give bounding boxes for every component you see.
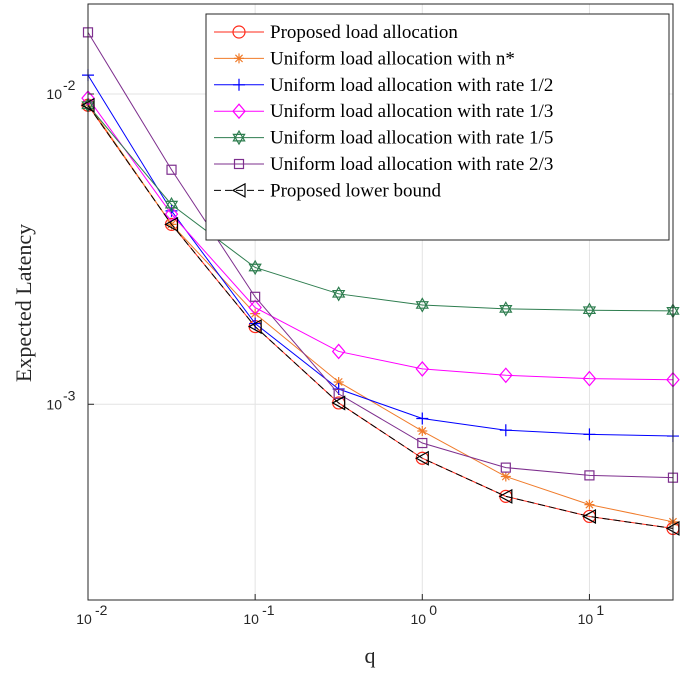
data-point — [499, 301, 513, 317]
x-tick-exponent: -2 — [95, 602, 108, 618]
data-point — [331, 343, 346, 360]
x-tick-exponent: 1 — [596, 602, 604, 618]
series-line — [87, 103, 674, 523]
data-point — [499, 367, 513, 384]
legend-label: Uniform load allocation with rate 1/5 — [270, 128, 553, 149]
hexagram-triangle-down — [582, 306, 597, 318]
hexagram-triangle-down — [164, 200, 179, 213]
x-tick-exponent: -1 — [262, 602, 275, 618]
x-axis-title: q — [365, 643, 376, 668]
legend-entry: Uniform load allocation with n* — [214, 48, 515, 69]
legend: Proposed load allocation Uniform load all… — [205, 13, 670, 241]
data-point — [248, 299, 262, 316]
y-tick-label: 10 — [46, 396, 62, 412]
x-tick-label: 10 — [76, 611, 92, 627]
legend-label: Uniform load allocation with rate 1/2 — [270, 75, 553, 96]
hexagram-triangle-up — [582, 302, 597, 315]
y-axis-title: Expected Latency — [11, 224, 36, 382]
legend-marker — [234, 53, 244, 64]
legend-entry: Uniform load allocation with rate 1/5 — [214, 128, 553, 149]
data-point — [498, 488, 513, 504]
legend-entry: Uniform load allocation with rate 2/3 — [214, 154, 553, 175]
legend-marker — [232, 103, 246, 120]
series-6 — [82, 27, 679, 483]
data-point — [331, 395, 346, 411]
y-tick-exponent: -3 — [63, 387, 76, 403]
legend-marker — [231, 182, 246, 198]
legend-label: Proposed lower bound — [270, 180, 441, 201]
legend-label: Proposed load allocation — [270, 22, 458, 43]
data-point — [333, 388, 344, 400]
data-point — [250, 308, 261, 319]
data-point — [583, 428, 596, 441]
legend-entry: Proposed load allocation — [214, 22, 458, 43]
legend-box — [205, 13, 670, 241]
legend-marker — [232, 25, 246, 39]
data-point — [166, 164, 177, 175]
data-point — [416, 412, 429, 425]
hexagram-triangle-down — [248, 263, 262, 276]
hexagram-triangle-up — [331, 286, 346, 298]
data-point — [415, 361, 430, 377]
legend-marker — [233, 158, 245, 170]
x-tick-label: 10 — [243, 611, 259, 627]
hexagram-triangle-down — [232, 133, 246, 146]
hexagram-triangle-down — [499, 305, 513, 317]
hexagram-triangle-up — [232, 129, 246, 142]
x-tick-label: 10 — [578, 611, 594, 627]
x-tick-label: 10 — [411, 611, 427, 627]
data-point — [415, 450, 429, 466]
series-line — [87, 104, 673, 312]
legend-marker — [232, 129, 246, 146]
series-4 — [81, 90, 680, 388]
y-tick-exponent: -2 — [63, 77, 76, 93]
data-point — [250, 291, 261, 302]
hexagram-triangle-up — [248, 259, 262, 272]
data-point — [582, 370, 597, 387]
legend-label: Uniform load allocation with rate 1/3 — [270, 101, 553, 122]
hexagram-triangle-up — [415, 297, 429, 309]
series-line — [87, 97, 673, 381]
data-point — [417, 437, 428, 449]
data-point — [248, 259, 262, 276]
legend-label: Uniform load allocation with n* — [270, 48, 515, 69]
data-point — [247, 319, 262, 335]
data-point — [415, 297, 429, 313]
data-point — [582, 508, 597, 524]
data-point — [333, 376, 344, 387]
data-point — [584, 499, 595, 510]
hexagram-triangle-up — [164, 196, 179, 209]
data-point — [499, 424, 512, 437]
data-point — [582, 302, 597, 318]
data-point — [164, 216, 179, 232]
legend-label: Uniform load allocation with rate 2/3 — [270, 154, 553, 175]
legend-marker — [233, 78, 245, 91]
series-line — [87, 32, 673, 479]
data-point — [331, 286, 346, 302]
hexagram-triangle-up — [499, 301, 513, 313]
legend-entry: Proposed lower bound — [214, 180, 441, 201]
hexagram-triangle-down — [331, 289, 346, 302]
data-point — [500, 462, 511, 473]
data-point — [417, 426, 428, 437]
data-point — [164, 196, 179, 213]
y-tick-label: 10 — [46, 86, 62, 102]
data-point — [584, 470, 595, 481]
legend-entry: Uniform load allocation with rate 1/3 — [214, 101, 553, 122]
axes-box — [87, 3, 674, 601]
hexagram-triangle-down — [415, 301, 429, 313]
data-point — [500, 471, 511, 482]
x-tick-exponent: 0 — [429, 602, 437, 618]
series-line — [87, 104, 674, 529]
legend-entry: Uniform load allocation with rate 1/2 — [214, 75, 553, 96]
